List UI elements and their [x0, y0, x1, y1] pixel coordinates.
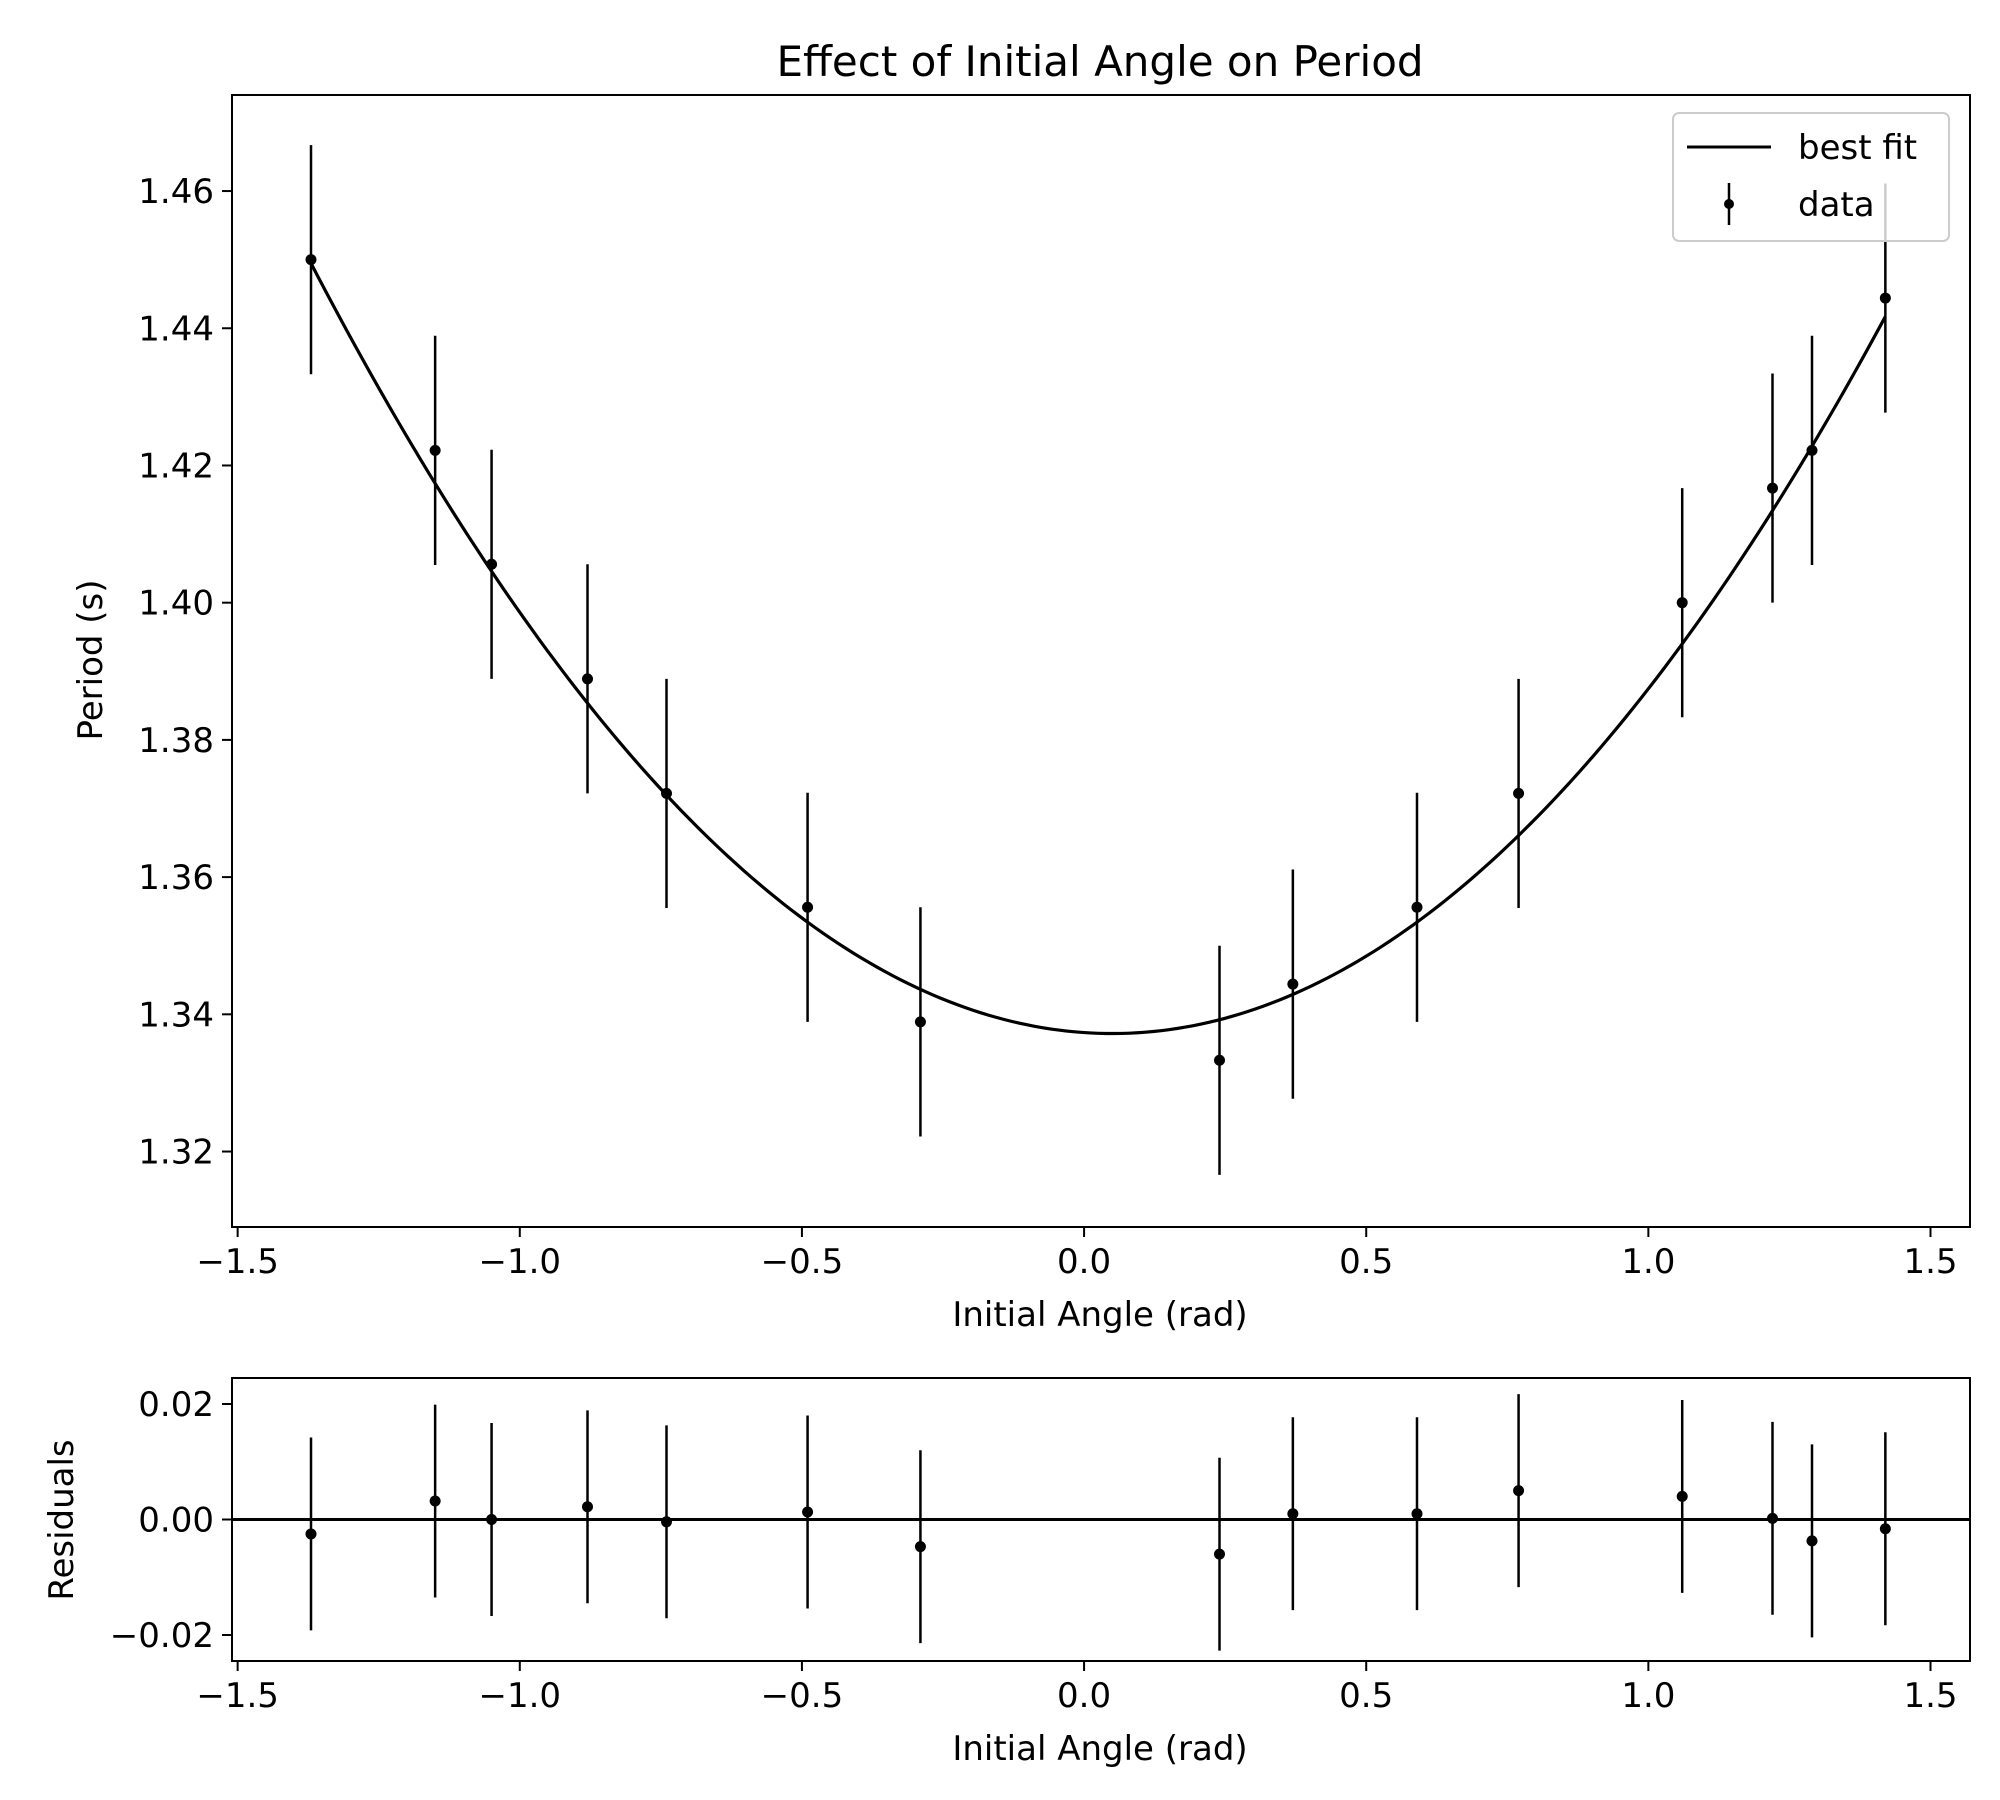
residuals-y-tick-label: 0.00	[138, 1501, 214, 1541]
main-data-point	[1411, 901, 1423, 913]
main-x-axis-label: Initial Angle (rad)	[952, 1295, 1247, 1335]
main-data-point	[486, 558, 498, 570]
main-x-tick-label: 0.5	[1339, 1242, 1393, 1282]
residuals-y-tick-label: −0.02	[110, 1616, 214, 1656]
main-data-point	[1879, 292, 1891, 304]
main-chart: Effect of Initial Angle on Period −1.5 −1…	[71, 37, 1971, 1335]
main-x-tick-label: 0.0	[1057, 1242, 1111, 1282]
residuals-data-point	[1411, 1508, 1423, 1520]
residuals-chart: −1.5 −1.0 −0.5 0.0 0.5 1.0 1.5 −0.02 0.00 0.02 I…	[42, 1377, 1971, 1769]
residuals-x-ticks: −1.5 −1.0 −0.5 0.0 0.5 1.0 1.5	[196, 1661, 1958, 1716]
residuals-plot-area	[232, 1394, 1970, 1651]
residuals-x-tick-label: −1.5	[196, 1676, 279, 1716]
main-data-point	[1676, 597, 1688, 609]
main-y-axis-label: Period (s)	[71, 579, 111, 740]
residuals-data-point	[1214, 1548, 1225, 1560]
main-data-point	[1287, 978, 1299, 990]
main-y-ticks: 1.32 1.34 1.36 1.38 1.40 1.42 1.44 1.46	[138, 172, 232, 1173]
main-data-point	[802, 901, 814, 913]
residuals-x-tick-label: 1.5	[1903, 1676, 1957, 1716]
legend: best fit data	[1672, 112, 1950, 242]
main-axes-frame	[231, 94, 1971, 1228]
main-x-tick-label: −0.5	[761, 1242, 844, 1282]
main-data-point	[1214, 1054, 1225, 1066]
residuals-data-point	[1287, 1508, 1299, 1520]
residuals-y-tick-label: 0.02	[138, 1385, 214, 1425]
main-data-point	[305, 254, 317, 266]
main-y-tick-label: 1.42	[138, 446, 214, 486]
main-data-point	[661, 787, 672, 799]
residuals-x-tick-label: −1.0	[479, 1676, 562, 1716]
main-data-point	[1806, 444, 1818, 456]
residuals-data-point	[661, 1516, 672, 1528]
main-x-ticks: −1.5 −1.0 −0.5 0.0 0.5 1.0 1.5	[196, 1227, 1958, 1282]
legend-box	[1672, 112, 1950, 242]
legend-best-fit-label: best fit	[1798, 128, 1917, 168]
main-plot-area	[305, 145, 1891, 1175]
main-y-tick-label: 1.34	[138, 995, 214, 1035]
residuals-data-point	[1767, 1512, 1778, 1524]
main-y-tick-label: 1.46	[138, 172, 214, 212]
residuals-x-tick-label: 1.0	[1621, 1676, 1675, 1716]
main-x-tick-label: 1.5	[1903, 1242, 1957, 1282]
main-y-tick-label: 1.32	[138, 1133, 214, 1173]
main-x-tick-label: −1.5	[196, 1242, 279, 1282]
residuals-y-axis-label: Residuals	[42, 1439, 82, 1600]
residuals-data-point	[1806, 1535, 1818, 1547]
main-y-tick-label: 1.36	[138, 858, 214, 898]
chart-title: Effect of Initial Angle on Period	[776, 37, 1423, 86]
residuals-data-point	[486, 1514, 498, 1525]
main-data-point	[429, 444, 441, 456]
best-fit-curve	[309, 262, 1887, 1036]
legend-data-label: data	[1798, 185, 1875, 225]
residuals-data-point	[1879, 1523, 1891, 1535]
residuals-data-point	[305, 1528, 317, 1540]
legend-data-swatch-marker	[1724, 199, 1734, 209]
residuals-data-point	[429, 1495, 441, 1507]
residuals-data-point	[802, 1506, 814, 1518]
main-data-point	[582, 673, 593, 685]
main-x-tick-label: 1.0	[1621, 1242, 1675, 1282]
residuals-x-tick-label: 0.5	[1339, 1676, 1393, 1716]
residuals-x-axis-label: Initial Angle (rad)	[952, 1729, 1247, 1769]
residuals-y-ticks: −0.02 0.00 0.02	[110, 1385, 232, 1656]
residuals-x-tick-label: −0.5	[761, 1676, 844, 1716]
main-y-tick-label: 1.44	[138, 309, 214, 349]
residuals-data-point	[1513, 1485, 1525, 1497]
main-data-point	[914, 1016, 926, 1028]
residuals-x-tick-label: 0.0	[1057, 1676, 1111, 1716]
main-y-tick-label: 1.38	[138, 721, 214, 761]
residuals-data-point	[914, 1541, 926, 1553]
main-y-tick-label: 1.40	[138, 584, 214, 624]
residuals-data-point	[582, 1501, 593, 1513]
residuals-data-point	[1676, 1490, 1688, 1502]
main-data-point	[1513, 787, 1525, 799]
main-data-point	[1767, 482, 1778, 494]
main-x-tick-label: −1.0	[479, 1242, 562, 1282]
